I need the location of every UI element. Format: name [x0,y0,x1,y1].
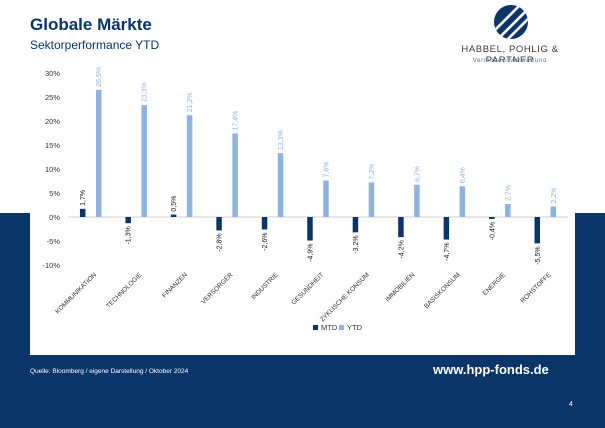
data-label-mtd: -5,5% [535,246,542,264]
category-label: BASISKONSUM [423,271,462,310]
bar-ytd [141,105,147,217]
category-label: TECHNOLOGIE [105,271,144,310]
data-label-ytd: 6,4% [460,167,467,183]
bar-ytd [277,153,284,217]
website-link[interactable]: www.hpp-fonds.de [433,362,549,377]
company-logo: HABBEL, POHLIG & PARTNER Vermögensverwal… [440,4,580,70]
data-label-ytd: 7,2% [369,163,376,179]
bar-ytd [550,206,557,217]
data-label-mtd: -4,9% [308,244,315,262]
category-label: ROHSTOFFE [519,271,553,305]
logo-tagline: Vermögensverwaltung [472,58,548,64]
y-tick-label: 30% [45,69,60,78]
y-tick-label: 10% [45,165,60,174]
stripes-circle-logo-icon [494,5,528,39]
bar-mtd [170,214,177,217]
legend-label-mtd: MTD [321,323,338,332]
bar-ytd [323,180,329,217]
y-tick-label: 5% [49,189,60,198]
chart-panel: 30% 25% 20% 15% 10% 5% 0% -5% -10% 1,7% 26,5% KOMMU… [30,62,575,355]
category-label: VERSORGER [200,271,235,306]
bar-mtd [534,217,541,244]
bar-mtd [352,217,359,233]
data-label-mtd: -2,8% [217,233,224,251]
bar-mtd [307,217,313,241]
data-label-ytd: 17,4% [233,111,240,131]
bar-mtd [79,208,86,217]
data-label-ytd: 7,6% [324,162,331,178]
data-label-ytd: 23,3% [142,82,149,102]
category-label: ENERGIE [482,271,508,297]
bar-ytd [368,182,375,217]
category-label: KOMMUNIKATION [54,271,98,315]
page-subtitle: Sektorperformance YTD [30,38,160,52]
bar-mtd [216,217,222,231]
sector-performance-chart: 30% 25% 20% 15% 10% 5% 0% -5% -10% 1,7% 26,5% KOMMU… [42,67,568,332]
source-note: Quelle: Bloomberg / eigene Darstellung /… [30,368,189,375]
category-label: GESUNDHEIT [290,271,325,306]
category-label: FINANZEN [161,271,189,299]
bar-mtd [398,217,404,238]
y-tick-label: -5% [47,237,61,246]
bar-mtd [125,217,131,224]
data-label-ytd: 26,5% [96,67,103,87]
category-label: IMMOBILIEN [384,271,416,303]
y-tick-label: 25% [45,93,60,102]
bar-ytd [186,115,193,217]
data-label-mtd: 1,7% [80,190,87,206]
data-label-ytd: 21,2% [187,92,194,112]
page-title: Globale Märkte [30,15,152,34]
legend-swatch-mtd [313,325,318,330]
bar-ytd [459,186,466,217]
y-tick-label: 20% [45,117,60,126]
data-label-ytd: 2,7% [505,185,512,201]
data-label-ytd: 2,2% [551,187,558,203]
data-label-mtd: -1,3% [126,226,133,244]
data-label-mtd: -4,2% [398,240,405,258]
y-tick-label: -10% [42,261,60,270]
bar-ytd [414,184,420,217]
bar-mtd [261,217,268,230]
bar-mtd [443,217,450,240]
bar-ytd [232,133,238,217]
page-number: 4 [569,401,573,408]
y-tick-label: 15% [45,141,60,150]
category-label: ZYKLISCHE KONSUM [319,271,371,323]
data-label-mtd: 0,5% [171,196,178,212]
data-label-mtd: -3,2% [353,235,360,253]
data-label-mtd: -2,6% [262,232,269,250]
logo-name: HABBEL, POHLIG & PARTNER [461,44,559,66]
data-label-mtd: -0,4% [489,222,496,240]
legend-swatch-ytd [339,325,344,330]
legend-label-ytd: YTD [347,323,363,332]
data-label-mtd: -4,7% [444,243,451,261]
data-label-ytd: 13,3% [278,130,285,150]
data-label-ytd: 6,7% [414,166,421,182]
bar-ytd [505,204,511,217]
y-tick-label: 0% [49,213,60,222]
category-label: INDUSTRIE [250,271,280,301]
bar-ytd [95,89,102,217]
bar-mtd [489,217,495,219]
